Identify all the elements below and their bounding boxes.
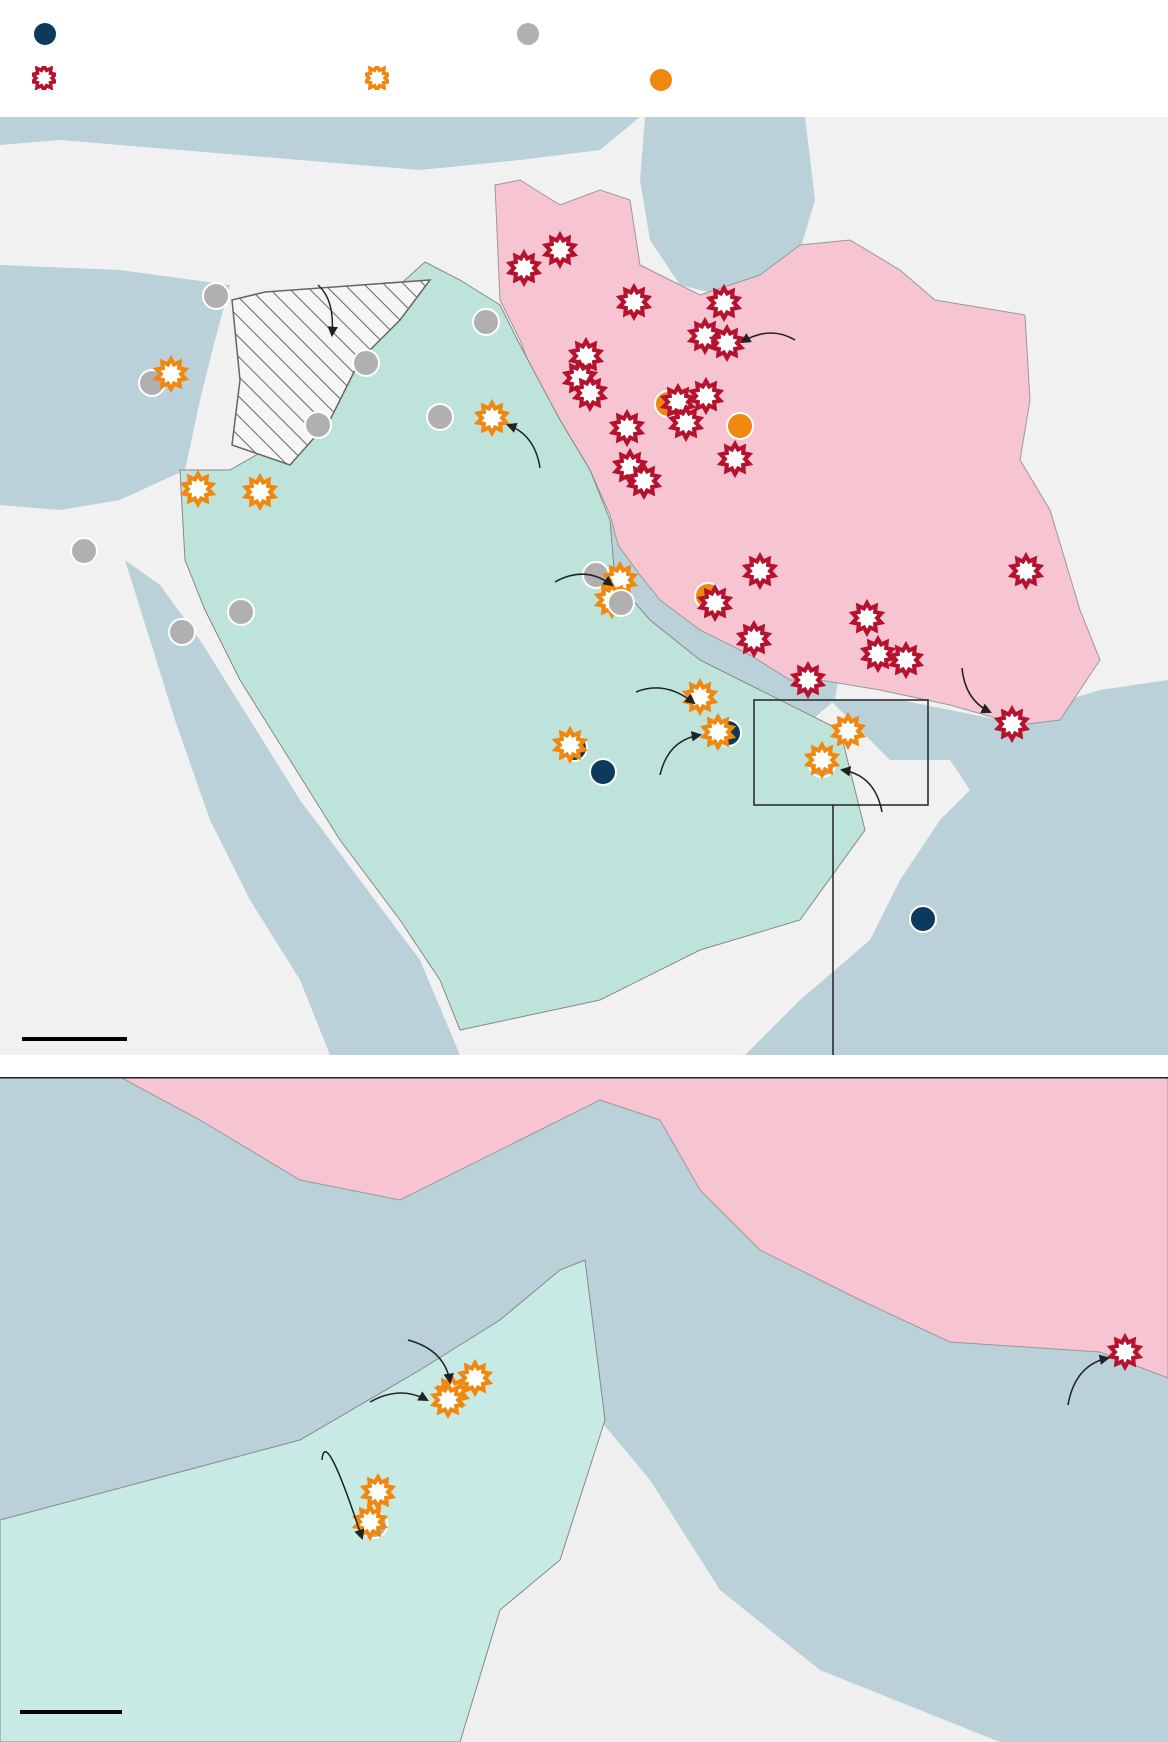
inset-locator-box (753, 699, 929, 806)
iran-region (494, 179, 1101, 726)
orange-burst-icon (365, 66, 389, 90)
red-burst-icon (705, 283, 743, 323)
inset-oman-region (460, 1420, 1000, 1742)
pointer-arrow (321, 1451, 365, 1540)
navy-dot-icon (34, 23, 56, 45)
gray-dot-icon (607, 589, 635, 617)
gray-dot-icon (472, 308, 500, 336)
pointer-arrow (635, 687, 696, 705)
gray-dot-icon (304, 411, 332, 439)
main-map (0, 117, 1168, 1055)
pointer-arrow (317, 284, 338, 338)
gray-dot-icon (426, 403, 454, 431)
red-burst-icon (505, 248, 543, 288)
red-burst-icon (625, 461, 663, 501)
pointer-arrow (554, 573, 614, 587)
inset-markers (321, 1332, 1144, 1542)
red-burst-icon (887, 640, 925, 680)
legend (0, 0, 1168, 117)
orange-dot-icon (650, 69, 672, 91)
navy-dot-icon (909, 905, 937, 933)
red-burst-icon (716, 439, 754, 479)
red-burst-icon (848, 598, 886, 638)
orange-burst-icon (551, 725, 589, 765)
pointer-arrow (659, 731, 703, 776)
red-burst-icon (735, 619, 773, 659)
orange-burst-icon (241, 472, 279, 512)
red-burst-icon (696, 583, 734, 623)
red-burst-icon (571, 373, 609, 413)
orange-dot-icon (726, 412, 754, 440)
gulf-states-region (179, 261, 866, 1031)
orange-burst-icon (681, 677, 719, 717)
gray-dot-icon (202, 282, 230, 310)
orange-burst-icon (429, 1380, 467, 1420)
gray-dot-icon (168, 618, 196, 646)
syria-hatched-region (231, 279, 432, 466)
red-burst-icon (615, 282, 653, 322)
pointer-arrow (961, 667, 992, 714)
orange-burst-icon (699, 712, 737, 752)
red-burst-icon (859, 634, 897, 674)
pointer-arrow (407, 1339, 454, 1385)
red-burst-icon (1007, 551, 1045, 591)
orange-burst-icon (803, 740, 841, 780)
orange-burst-icon (152, 354, 190, 394)
red-burst-icon (1106, 1332, 1144, 1372)
orange-burst-icon (359, 1472, 397, 1512)
orange-burst-icon (456, 1358, 494, 1398)
orange-burst-icon (179, 469, 217, 509)
red-burst-icon (789, 660, 827, 700)
red-burst-icon (608, 408, 646, 448)
red-burst-icon (993, 704, 1031, 744)
red-burst-icon (32, 66, 56, 90)
red-burst-icon (708, 323, 746, 363)
gray-dot-icon (70, 537, 98, 565)
seas (0, 117, 1168, 1055)
inset-iran-region (119, 1077, 1168, 1379)
pointer-arrow (506, 422, 541, 469)
pointer-arrow (740, 332, 796, 344)
orange-burst-icon (829, 711, 867, 751)
inset-map (0, 1077, 1168, 1742)
red-burst-icon (667, 403, 705, 443)
orange-burst-icon (473, 398, 511, 438)
pointer-arrow (839, 766, 883, 813)
gray-dot-icon (517, 23, 539, 45)
pointer-arrow (369, 1391, 429, 1403)
navy-dot-icon (589, 758, 617, 786)
gray-dot-icon (227, 598, 255, 626)
red-burst-icon (741, 551, 779, 591)
pointer-arrow (1067, 1354, 1111, 1406)
inset-border (0, 1077, 1168, 1079)
gray-dot-icon (352, 349, 380, 377)
red-burst-icon (686, 316, 724, 356)
red-burst-icon (687, 376, 725, 416)
red-burst-icon (541, 230, 579, 270)
main-markers (70, 230, 1045, 933)
